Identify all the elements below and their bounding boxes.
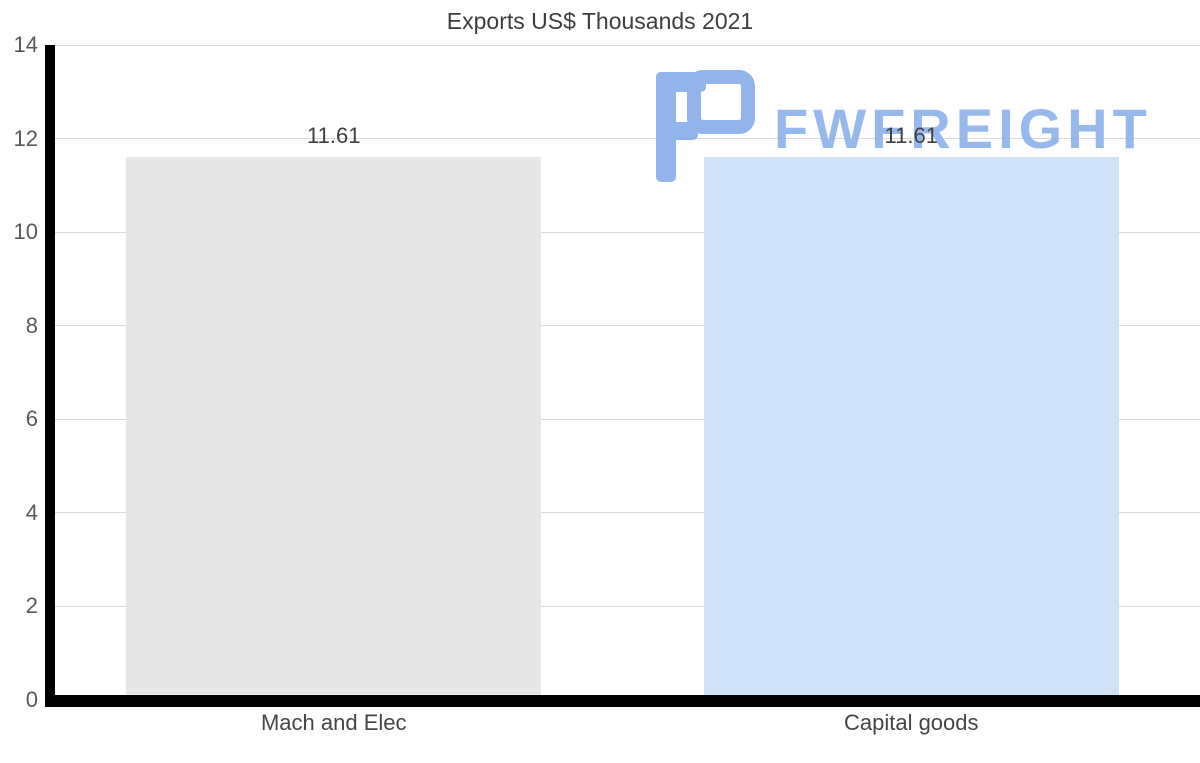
bar <box>126 156 542 700</box>
gridline <box>55 605 1200 607</box>
y-tick-label: 6 <box>25 406 38 432</box>
gridline <box>55 44 1200 46</box>
x-category-label: Mach and Elec <box>260 710 407 735</box>
fwfreight-logo-icon <box>656 70 755 182</box>
y-tick-label: 2 <box>25 593 38 619</box>
chart-title: Exports US$ Thousands 2021 <box>446 8 754 34</box>
gridline <box>55 325 1200 327</box>
bar-value-label: 11.61 <box>884 122 938 148</box>
x-axis-line <box>45 695 1200 707</box>
bar-value-label: 11.61 <box>307 122 361 148</box>
y-tick-label: 12 <box>13 125 38 151</box>
y-tick-label: 8 <box>25 312 38 338</box>
gridline <box>55 231 1200 233</box>
watermark: FWFREIGHT <box>648 66 1152 190</box>
watermark-text: FWFREIGHT <box>774 96 1152 160</box>
gridline <box>55 418 1200 420</box>
y-tick-label: 4 <box>25 499 38 525</box>
y-tick-label: 10 <box>13 219 38 245</box>
x-category-label: Capital goods <box>843 710 979 735</box>
y-axis-line <box>45 45 55 707</box>
gridline <box>55 512 1200 514</box>
gridline <box>55 138 1200 140</box>
y-tick-label: 14 <box>13 32 38 57</box>
y-tick-label: 0 <box>25 687 38 712</box>
bar <box>703 156 1119 700</box>
